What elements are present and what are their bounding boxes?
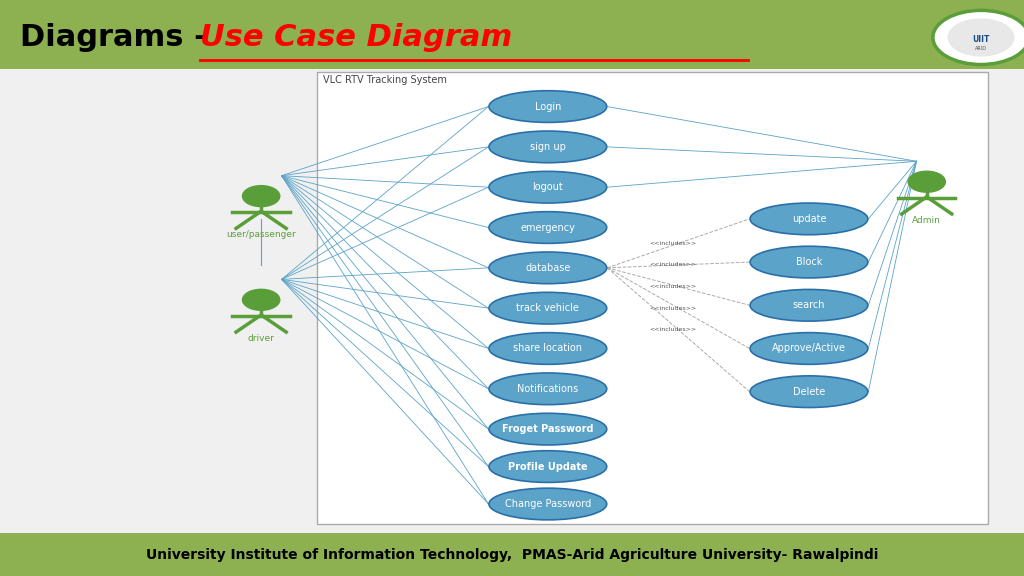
Ellipse shape <box>750 247 868 278</box>
Text: Notifications: Notifications <box>517 384 579 394</box>
Ellipse shape <box>489 293 606 324</box>
Text: Login: Login <box>535 101 561 112</box>
Text: <<includes>>: <<includes>> <box>649 241 697 246</box>
Text: <<includes>>: <<includes>> <box>649 306 697 310</box>
Text: Profile Update: Profile Update <box>508 461 588 472</box>
Text: database: database <box>525 263 570 273</box>
Text: <<includes>>: <<includes>> <box>649 284 697 289</box>
FancyBboxPatch shape <box>317 72 988 524</box>
Ellipse shape <box>489 488 606 520</box>
Text: Block: Block <box>796 257 822 267</box>
Text: Froget Password: Froget Password <box>502 424 594 434</box>
Text: Change Password: Change Password <box>505 499 591 509</box>
Text: ARID: ARID <box>975 46 987 51</box>
Text: University Institute of Information Technology,  PMAS-Arid Agriculture Universit: University Institute of Information Tech… <box>145 548 879 562</box>
Ellipse shape <box>750 376 868 408</box>
Text: driver: driver <box>248 334 274 343</box>
Text: update: update <box>792 214 826 224</box>
Ellipse shape <box>489 212 606 243</box>
Text: sign up: sign up <box>529 142 566 152</box>
Ellipse shape <box>489 373 606 404</box>
Text: <<includes>>: <<includes>> <box>649 263 697 267</box>
Circle shape <box>933 10 1024 65</box>
Ellipse shape <box>489 131 606 162</box>
Ellipse shape <box>750 203 868 235</box>
Circle shape <box>908 171 945 192</box>
Text: <<includes>>: <<includes>> <box>649 327 697 332</box>
Text: track vehicle: track vehicle <box>516 303 580 313</box>
Circle shape <box>243 185 280 207</box>
Text: Diagrams -: Diagrams - <box>20 23 207 52</box>
Ellipse shape <box>489 172 606 203</box>
Text: search: search <box>793 300 825 310</box>
Text: Admin: Admin <box>912 216 941 225</box>
Ellipse shape <box>750 333 868 365</box>
Text: Use Case Diagram: Use Case Diagram <box>200 23 512 52</box>
Text: share location: share location <box>513 343 583 354</box>
Ellipse shape <box>750 290 868 321</box>
Ellipse shape <box>489 333 606 365</box>
Circle shape <box>948 19 1014 56</box>
Ellipse shape <box>489 252 606 283</box>
Text: emergency: emergency <box>520 222 575 233</box>
Text: logout: logout <box>532 182 563 192</box>
Ellipse shape <box>489 91 606 123</box>
FancyBboxPatch shape <box>0 0 1024 69</box>
Circle shape <box>243 289 280 310</box>
Text: Delete: Delete <box>793 386 825 397</box>
FancyBboxPatch shape <box>0 533 1024 576</box>
Text: Approve/Active: Approve/Active <box>772 343 846 354</box>
Ellipse shape <box>489 414 606 445</box>
Text: UIIT: UIIT <box>973 35 989 44</box>
Text: VLC RTV Tracking System: VLC RTV Tracking System <box>323 75 446 85</box>
Text: user/passenger: user/passenger <box>226 230 296 240</box>
Ellipse shape <box>489 450 606 483</box>
